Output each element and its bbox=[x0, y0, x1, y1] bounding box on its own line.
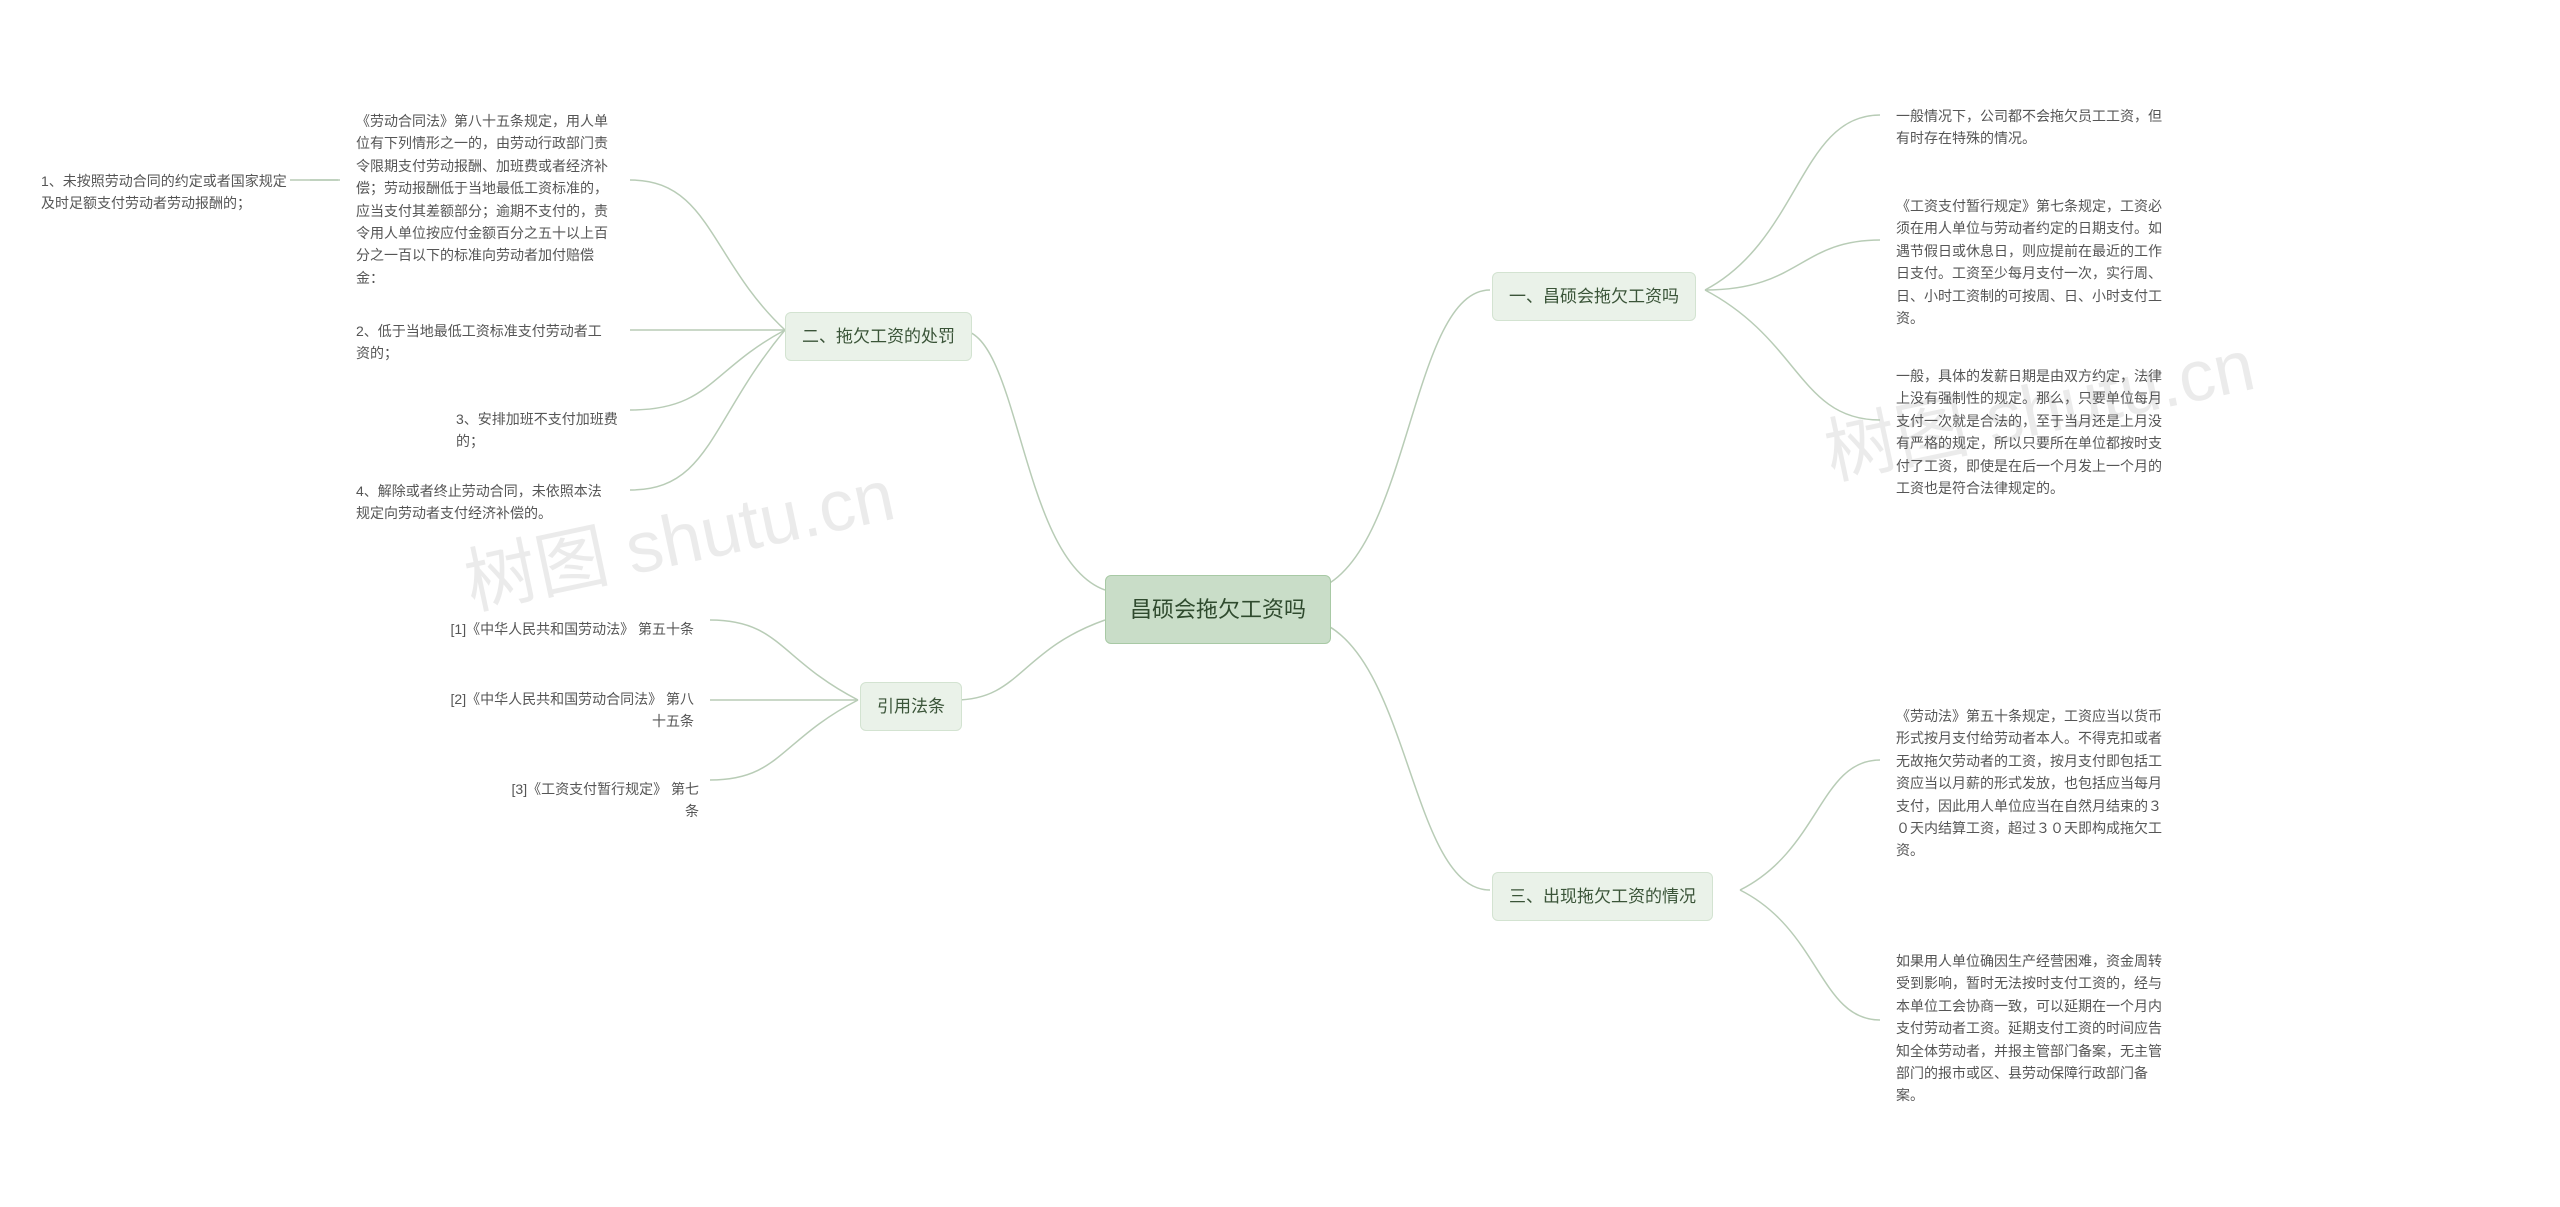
leaf-left-deepest-1: 1、未按照劳动合同的约定或者国家规定及时足额支付劳动者劳动报酬的； bbox=[25, 160, 315, 225]
center-node[interactable]: 昌硕会拖欠工资吗 bbox=[1105, 575, 1331, 644]
leaf-left-1-2: 2、低于当地最低工资标准支付劳动者工资的； bbox=[340, 310, 630, 375]
leaf-left-2-2: [2]《中华人民共和国劳动合同法》 第八十五条 bbox=[430, 678, 710, 743]
leaf-left-1-1: 《劳动合同法》第八十五条规定，用人单位有下列情形之一的，由劳动行政部门责令限期支… bbox=[340, 100, 630, 299]
leaf-left-2-3: [3]《工资支付暂行规定》 第七条 bbox=[485, 768, 715, 833]
leaf-left-2-1: [1]《中华人民共和国劳动法》 第五十条 bbox=[430, 608, 710, 650]
branch-left-1[interactable]: 二、拖欠工资的处罚 bbox=[785, 312, 972, 361]
branch-right-1[interactable]: 一、昌硕会拖欠工资吗 bbox=[1492, 272, 1696, 321]
branch-left-2[interactable]: 引用法条 bbox=[860, 682, 962, 731]
leaf-right-2-1: 《劳动法》第五十条规定，工资应当以货币形式按月支付给劳动者本人。不得克扣或者无故… bbox=[1880, 695, 2180, 872]
leaf-left-1-4: 4、解除或者终止劳动合同，未依照本法规定向劳动者支付经济补偿的。 bbox=[340, 470, 630, 535]
leaf-right-1-3: 一般，具体的发薪日期是由双方约定，法律上没有强制性的规定。那么，只要单位每月支付… bbox=[1880, 355, 2180, 509]
leaf-left-1-3: 3、安排加班不支付加班费的； bbox=[440, 398, 640, 463]
branch-right-2[interactable]: 三、出现拖欠工资的情况 bbox=[1492, 872, 1713, 921]
leaf-right-1-2: 《工资支付暂行规定》第七条规定，工资必须在用人单位与劳动者约定的日期支付。如遇节… bbox=[1880, 185, 2180, 339]
leaf-right-1-1: 一般情况下，公司都不会拖欠员工工资，但有时存在特殊的情况。 bbox=[1880, 95, 2180, 160]
leaf-right-2-2: 如果用人单位确因生产经营困难，资金周转受到影响，暂时无法按时支付工资的，经与本单… bbox=[1880, 940, 2180, 1117]
